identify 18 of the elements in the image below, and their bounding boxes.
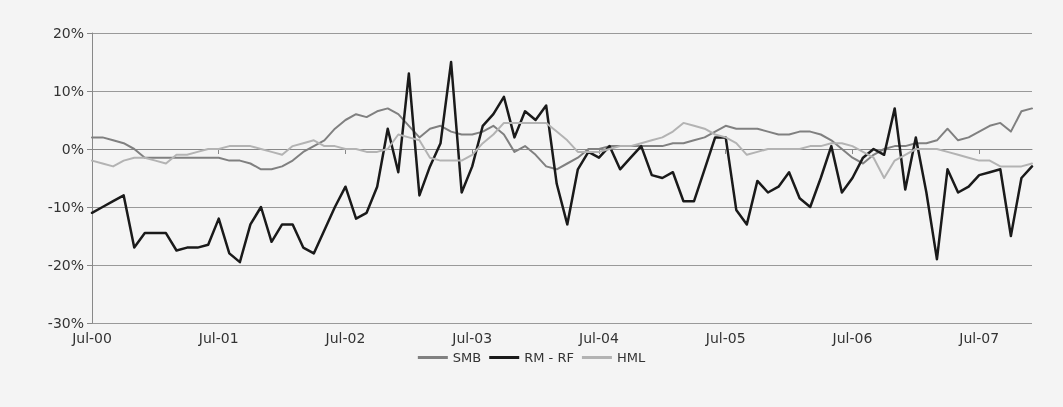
x-tick-label: Jul-04 bbox=[578, 330, 619, 346]
x-tick-label: Jul-07 bbox=[958, 330, 1000, 346]
legend-label: SMB bbox=[452, 350, 482, 365]
x-tick-label: Jul-05 bbox=[704, 330, 746, 346]
line-series bbox=[90, 60, 1034, 264]
y-tick-label: -20% bbox=[47, 257, 84, 273]
y-tick-label: 20% bbox=[52, 25, 84, 41]
y-tick-label: 10% bbox=[52, 83, 84, 99]
y-tick-label: -10% bbox=[47, 199, 84, 215]
x-tick-label: Jul-00 bbox=[71, 330, 112, 346]
x-tick-label: Jul-01 bbox=[197, 330, 239, 346]
y-tick-label: 0% bbox=[61, 141, 84, 157]
legend-label: RM - RF bbox=[524, 350, 574, 365]
legend-label: HML bbox=[616, 350, 646, 365]
x-tick-label: Jul-02 bbox=[324, 330, 366, 346]
x-tick-label: Jul-06 bbox=[831, 330, 873, 346]
x-tick-label: Jul-03 bbox=[451, 330, 493, 346]
y-tick-label: -30% bbox=[47, 315, 84, 331]
